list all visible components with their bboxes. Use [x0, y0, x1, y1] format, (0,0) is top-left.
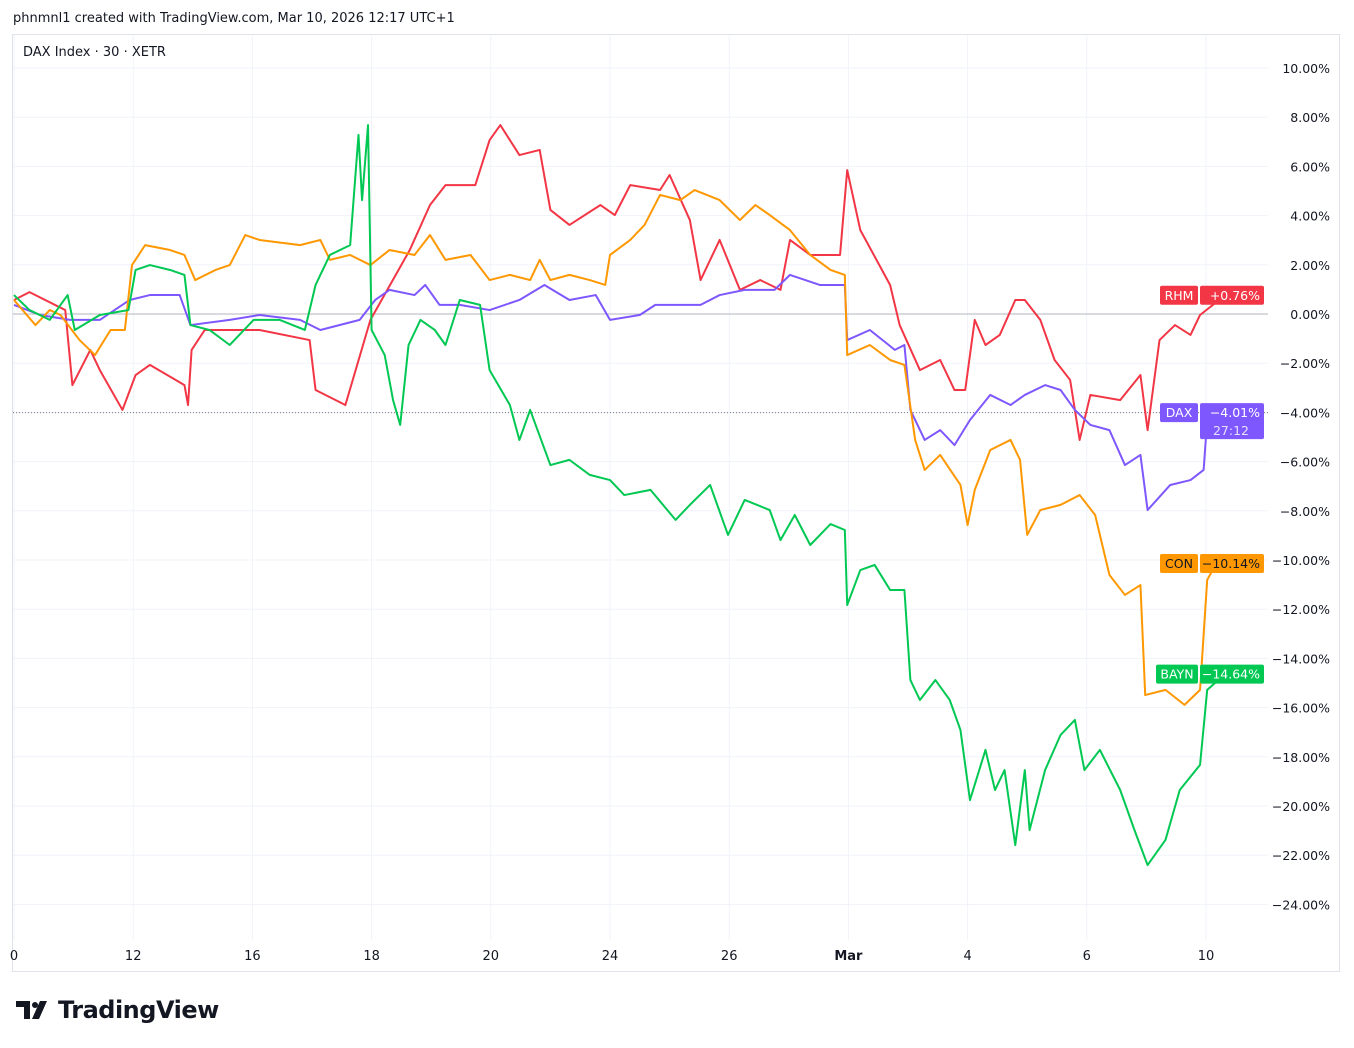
- series-line-rhm: [13, 124, 1226, 441]
- series-value-tag: [1200, 553, 1264, 573]
- x-tick-label: Mar: [834, 949, 863, 964]
- y-tick-label: −24.00%: [1272, 897, 1330, 912]
- bar-countdown-label: 27:12: [1213, 423, 1249, 438]
- y-tick-label: 4.00%: [1290, 209, 1330, 224]
- series-name-label: DAX: [1166, 405, 1193, 420]
- series-value-label: −10.14%: [1202, 556, 1260, 571]
- y-tick-label: −22.00%: [1272, 848, 1330, 863]
- series-name-label: CON: [1165, 556, 1193, 571]
- series-value-tag: [1200, 664, 1264, 684]
- attribution: phnmnl1 created with TradingView.com, Ma…: [13, 11, 455, 26]
- x-tick-label: 24: [602, 949, 619, 964]
- y-tick-label: −20.00%: [1272, 799, 1330, 814]
- x-tick-label: 6: [1083, 949, 1091, 964]
- series-name-tag: [1156, 664, 1198, 684]
- series-name-label: BAYN: [1160, 667, 1193, 682]
- y-tick-label: −18.00%: [1272, 750, 1330, 765]
- y-tick-label: 8.00%: [1290, 110, 1330, 125]
- y-tick-label: 10.00%: [1282, 61, 1330, 76]
- chart-pane[interactable]: [12, 34, 1340, 972]
- series-value-tag: [1200, 403, 1264, 440]
- x-tick-label: 10: [1198, 949, 1215, 964]
- tradingview-logo[interactable]: TradingView: [16, 996, 219, 1024]
- series-name-tag: [1160, 285, 1198, 305]
- y-tick-label: −8.00%: [1280, 504, 1330, 519]
- symbol-label: DAX Index · 30 · XETR: [23, 45, 166, 60]
- x-tick-label: 18: [363, 949, 380, 964]
- x-tick-label: 0: [10, 949, 18, 964]
- series-value-label: +0.76%: [1210, 288, 1260, 303]
- y-tick-label: −4.00%: [1280, 405, 1330, 420]
- x-tick-label: 20: [483, 949, 500, 964]
- series-value-tag: [1200, 285, 1264, 305]
- logo-text: TradingView: [58, 996, 219, 1024]
- y-tick-label: −6.00%: [1280, 455, 1330, 470]
- series-line-bayn: [13, 124, 1226, 867]
- y-tick-label: −2.00%: [1280, 356, 1330, 371]
- tradingview-logo-icon: [16, 1001, 47, 1019]
- y-tick-label: 2.00%: [1290, 258, 1330, 273]
- series-line-con: [13, 189, 1226, 706]
- series-value-label: −14.64%: [1202, 667, 1260, 682]
- series-value-label: −4.01%: [1210, 405, 1260, 420]
- x-tick-label: 26: [721, 949, 738, 964]
- series-name-label: RHM: [1165, 288, 1194, 303]
- series-name-tag: [1160, 553, 1198, 573]
- x-tick-label: 12: [125, 949, 142, 964]
- x-tick-label: 16: [244, 949, 261, 964]
- x-tick-label: 4: [963, 949, 971, 964]
- series-name-tag: [1160, 403, 1198, 423]
- series-line-dax: [13, 273, 1226, 512]
- y-tick-label: −12.00%: [1272, 602, 1330, 617]
- y-tick-label: −16.00%: [1272, 701, 1330, 716]
- y-tick-label: 0.00%: [1290, 307, 1330, 322]
- y-tick-label: −14.00%: [1272, 651, 1330, 666]
- y-tick-label: 6.00%: [1290, 159, 1330, 174]
- y-tick-label: −10.00%: [1272, 553, 1330, 568]
